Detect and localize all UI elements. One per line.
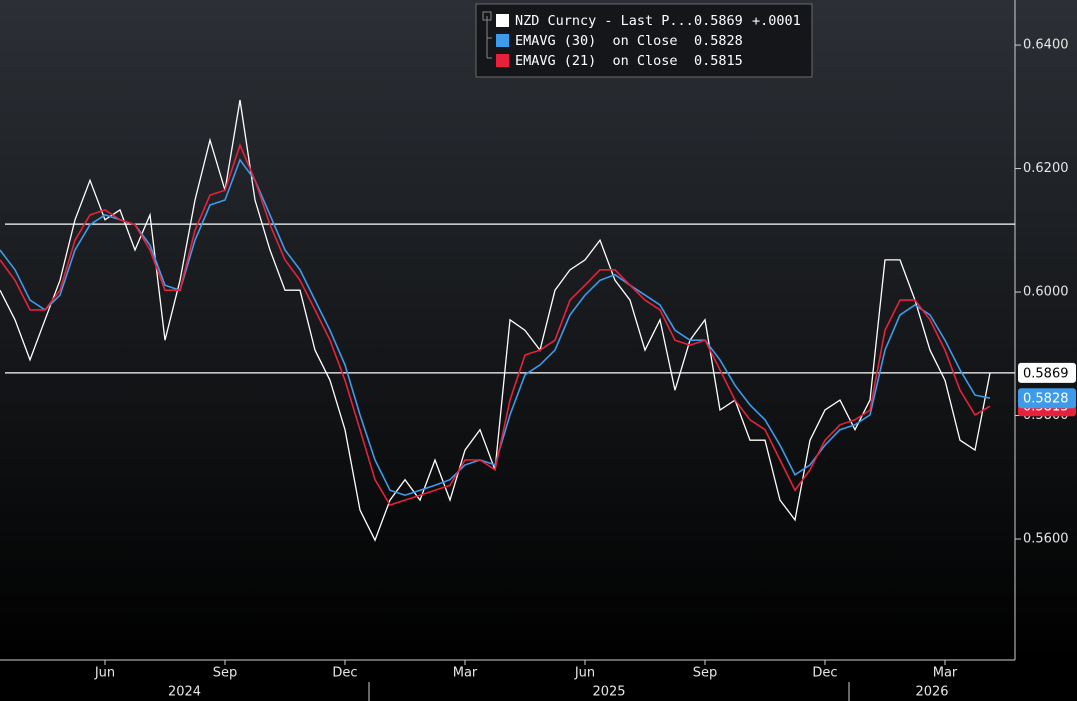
legend-value: 0.5828 [694, 33, 743, 49]
plot: 0.56000.58000.60000.62000.6400JunSepDecM… [0, 38, 1069, 701]
x-tick-label: Jun [94, 666, 115, 681]
x-tick-label: Dec [332, 666, 357, 681]
legend-swatch [496, 54, 509, 67]
legend-label: EMAVG (21) on Close [515, 53, 678, 69]
y-tick-label: 0.6400 [1023, 38, 1069, 53]
y-tick-label: 0.6200 [1023, 161, 1069, 176]
ema-line [0, 158, 991, 497]
legend-box [475, 3, 813, 78]
legend-collapse [482, 11, 492, 21]
legend-tree [486, 16, 492, 59]
legend-swatch [496, 34, 509, 47]
x-tick-label: Sep [213, 666, 238, 681]
last-value-tag [1018, 362, 1076, 383]
legend-label: NZD Curncy - Last P... [515, 13, 694, 29]
y-tick-label: 0.5600 [1023, 531, 1069, 546]
year-label: 2025 [592, 685, 625, 700]
legend-change: +.0001 [752, 13, 801, 29]
ema-line [0, 142, 991, 506]
year-label: 2024 [168, 685, 201, 700]
legend-swatch [496, 14, 509, 27]
x-tick-label: Dec [812, 666, 837, 681]
last-value-label: 0.5869 [1023, 366, 1069, 381]
x-tick-label: Mar [453, 666, 478, 681]
last-value-tag [1018, 388, 1076, 409]
y-tick-label: 0.6000 [1023, 285, 1069, 300]
plot-background [0, 0, 1077, 660]
legend-label: EMAVG (30) on Close [515, 33, 678, 49]
x-tick-label: Sep [693, 666, 718, 681]
x-tick-label: Jun [574, 666, 595, 681]
x-tick-label: Mar [933, 666, 958, 681]
legend-value: 0.5869 [694, 13, 743, 29]
year-label: 2026 [915, 685, 948, 700]
legend-value: 0.5815 [694, 53, 743, 69]
last-value-label: 0.5828 [1023, 392, 1069, 407]
